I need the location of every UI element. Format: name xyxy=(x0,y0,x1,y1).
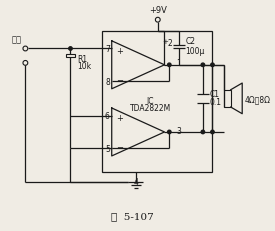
Text: IC: IC xyxy=(146,96,154,105)
Circle shape xyxy=(69,48,72,51)
Text: 2: 2 xyxy=(167,39,172,48)
Circle shape xyxy=(201,64,205,67)
Text: 4: 4 xyxy=(133,177,138,186)
Text: 6: 6 xyxy=(105,112,110,121)
Circle shape xyxy=(201,131,205,134)
Bar xyxy=(66,55,75,58)
Text: C1: C1 xyxy=(210,90,220,99)
Text: C2: C2 xyxy=(186,37,196,46)
Text: 7: 7 xyxy=(105,45,110,54)
Circle shape xyxy=(167,64,171,67)
Text: 1: 1 xyxy=(176,59,181,68)
Text: +: + xyxy=(116,47,123,56)
Bar xyxy=(224,90,231,108)
Text: 输入: 输入 xyxy=(12,36,22,45)
Text: 3: 3 xyxy=(176,126,181,135)
Text: +: + xyxy=(163,39,168,45)
Text: 10k: 10k xyxy=(77,62,91,71)
Bar xyxy=(102,32,213,173)
Text: 5: 5 xyxy=(105,144,110,153)
Circle shape xyxy=(211,131,214,134)
Circle shape xyxy=(211,64,214,67)
Text: 8: 8 xyxy=(105,77,110,86)
Text: 100μ: 100μ xyxy=(186,47,205,56)
Text: −: − xyxy=(116,142,123,151)
Text: TDA2822M: TDA2822M xyxy=(130,104,171,113)
Circle shape xyxy=(167,131,171,134)
Text: 图  5-107: 图 5-107 xyxy=(111,211,154,220)
Text: −: − xyxy=(116,75,123,84)
Text: +: + xyxy=(116,114,123,122)
Text: 0.1: 0.1 xyxy=(210,97,222,106)
Text: 4Ω－8Ω: 4Ω－8Ω xyxy=(244,94,270,103)
Text: R1: R1 xyxy=(77,54,87,63)
Text: +9V: +9V xyxy=(149,6,167,15)
